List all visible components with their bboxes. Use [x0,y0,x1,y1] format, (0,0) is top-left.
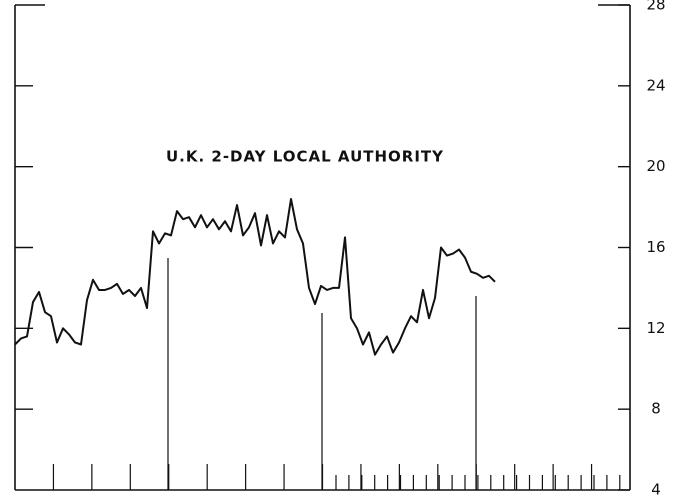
line [14,198,496,356]
y-tick-label: 16 [646,238,665,256]
y-tick-label: 4 [651,481,661,499]
y-tick-label: 8 [651,400,661,418]
frame [14,4,631,491]
chart-title: U.K. 2-DAY LOCAL AUTHORITY [166,148,444,166]
y-tick-label: 12 [646,319,665,337]
y-tick-label: 28 [646,0,665,14]
y-tick-label: 20 [646,157,665,175]
y-tick-label: 24 [646,76,665,94]
